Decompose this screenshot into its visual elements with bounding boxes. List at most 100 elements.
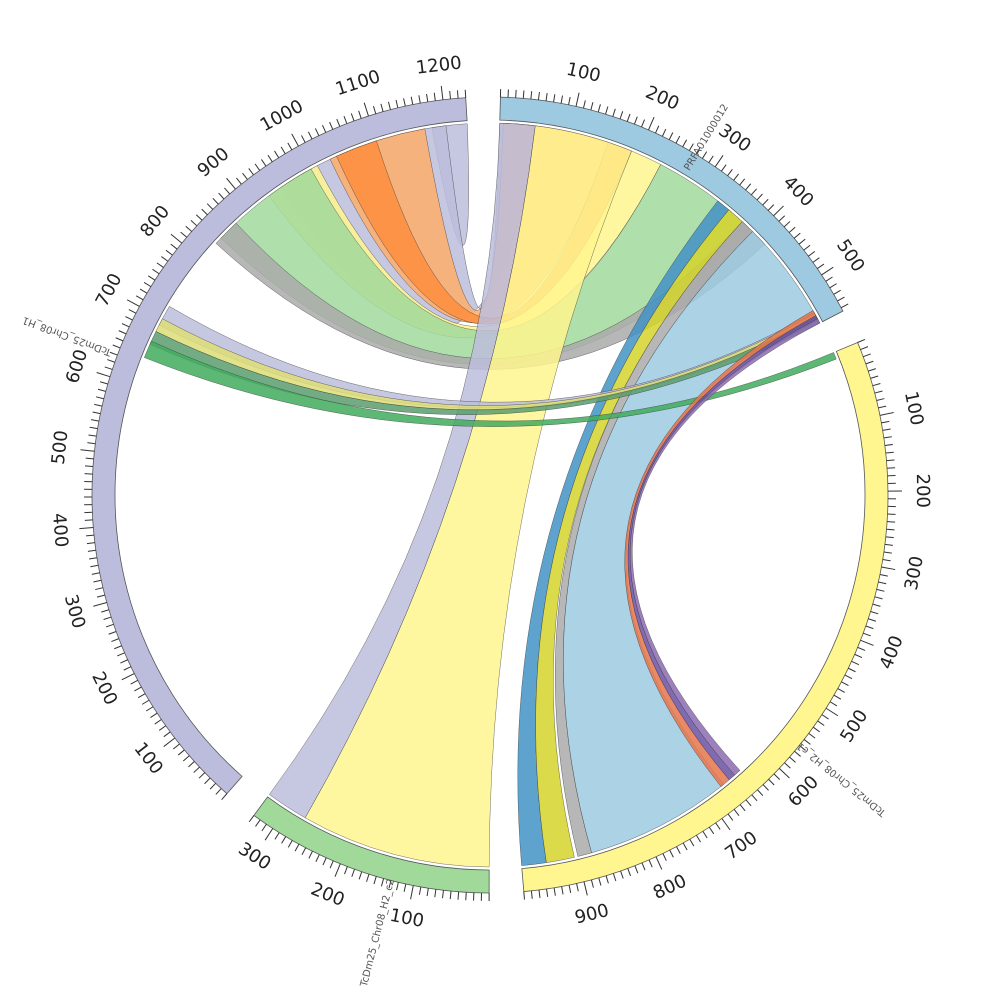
minor-tick	[870, 610, 879, 615]
minor-tick	[287, 142, 293, 151]
minor-tick	[457, 891, 460, 900]
minor-tick	[204, 777, 211, 785]
minor-tick	[156, 262, 164, 268]
minor-tick	[351, 869, 355, 877]
minor-tick	[261, 159, 267, 167]
minor-tick	[745, 183, 752, 191]
minor-tick	[104, 366, 113, 370]
tick-label: 200	[642, 82, 682, 115]
minor-tick	[882, 428, 891, 431]
minor-tick	[99, 381, 108, 385]
minor-tick	[141, 699, 150, 705]
minor-tick	[315, 854, 320, 862]
minor-tick	[767, 204, 775, 211]
tick-label: 200	[87, 668, 121, 708]
minor-tick	[170, 243, 178, 250]
minor-tick	[833, 694, 842, 700]
minor-tick	[150, 712, 158, 718]
minor-tick	[676, 846, 681, 854]
minor-tick	[209, 782, 217, 790]
tick-label: 700	[721, 827, 761, 864]
minor-tick	[135, 295, 144, 301]
minor-tick	[161, 256, 169, 262]
minor-tick	[708, 155, 714, 163]
minor-tick	[112, 344, 121, 349]
minor-tick	[94, 403, 103, 407]
minor-tick	[605, 875, 609, 884]
minor-tick	[633, 116, 638, 125]
minor-tick	[863, 632, 871, 637]
minor-tick	[689, 838, 695, 847]
minor-tick	[745, 799, 752, 807]
minor-tick	[158, 725, 167, 731]
minor-tick	[874, 596, 883, 600]
tick-label: 300	[901, 554, 928, 592]
minor-tick	[865, 625, 874, 630]
minor-tick	[221, 793, 228, 800]
ideogram-PRFA	[499, 96, 844, 323]
major-tick	[334, 863, 341, 877]
minor-tick	[147, 275, 156, 281]
minor-tick	[872, 603, 881, 607]
minor-tick	[274, 150, 280, 158]
minor-tick	[751, 794, 758, 802]
link-ribbon-20	[629, 318, 821, 776]
minor-tick	[418, 95, 421, 104]
minor-tick	[808, 732, 816, 739]
minor-tick	[314, 128, 320, 136]
minor-tick	[198, 772, 206, 779]
minor-tick	[878, 405, 887, 409]
minor-tick	[85, 465, 94, 467]
minor-tick	[287, 840, 293, 848]
minor-tick	[702, 831, 708, 839]
minor-tick	[876, 398, 885, 401]
minor-tick	[627, 868, 632, 877]
ideogram-H2c1	[521, 341, 889, 892]
minor-tick	[329, 860, 334, 869]
major-tick	[440, 85, 444, 100]
major-tick	[773, 205, 784, 217]
minor-tick	[248, 168, 254, 176]
major-tick	[648, 116, 655, 131]
minor-tick	[267, 154, 273, 163]
minor-tick	[242, 172, 248, 180]
minor-tick	[188, 761, 195, 768]
minor-tick	[218, 192, 225, 200]
minor-tick	[121, 323, 130, 328]
minor-tick	[870, 375, 879, 379]
tick-label: 100	[900, 390, 927, 428]
minor-tick	[248, 815, 255, 823]
minor-tick	[91, 572, 100, 575]
minor-tick	[817, 263, 825, 270]
tick-label: 100	[129, 738, 167, 778]
minor-tick	[669, 849, 674, 858]
minor-tick	[236, 177, 242, 185]
minor-tick	[794, 750, 801, 757]
minor-tick	[708, 826, 715, 835]
minor-tick	[878, 581, 887, 585]
minor-tick	[96, 594, 105, 598]
minor-tick	[789, 756, 796, 763]
minor-tick	[829, 701, 838, 707]
minor-tick	[884, 443, 893, 446]
minor-tick	[612, 108, 616, 117]
minor-tick	[87, 442, 96, 445]
minor-tick	[182, 755, 190, 762]
minor-tick	[612, 873, 617, 882]
minor-tick	[322, 857, 327, 866]
minor-tick	[117, 652, 125, 657]
minor-tick	[739, 804, 746, 812]
minor-tick	[95, 396, 104, 400]
major-tick	[79, 526, 94, 530]
minor-tick	[886, 459, 895, 462]
minor-tick	[90, 564, 99, 568]
minor-tick	[641, 862, 646, 871]
tick-label: 600	[784, 772, 823, 811]
minor-tick	[825, 276, 833, 282]
minor-tick	[111, 638, 120, 643]
minor-tick	[863, 353, 871, 358]
major-tick	[96, 372, 111, 378]
minor-tick	[372, 105, 377, 114]
minor-tick	[808, 251, 816, 257]
minor-tick	[380, 878, 385, 887]
